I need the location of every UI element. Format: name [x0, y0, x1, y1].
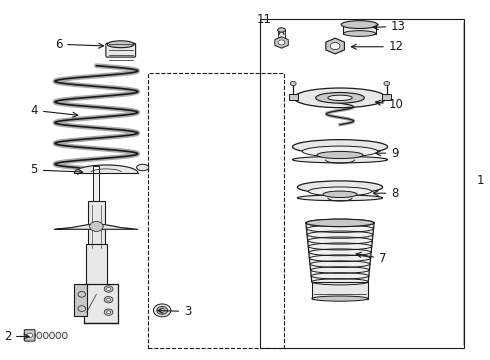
- Ellipse shape: [297, 181, 383, 193]
- Circle shape: [157, 306, 168, 314]
- Circle shape: [78, 292, 86, 297]
- Bar: [94, 166, 99, 208]
- Ellipse shape: [56, 332, 61, 339]
- Text: 12: 12: [351, 40, 404, 53]
- Circle shape: [384, 81, 390, 86]
- Circle shape: [78, 306, 86, 311]
- Circle shape: [107, 298, 111, 301]
- Circle shape: [290, 81, 296, 86]
- Circle shape: [104, 296, 113, 303]
- Bar: [343, 24, 375, 33]
- Circle shape: [330, 42, 340, 50]
- Circle shape: [104, 286, 113, 292]
- Ellipse shape: [107, 41, 134, 48]
- Ellipse shape: [278, 28, 286, 32]
- Bar: [84, 284, 118, 323]
- Text: 8: 8: [373, 187, 398, 200]
- Bar: [147, 73, 284, 348]
- Ellipse shape: [328, 95, 352, 100]
- Ellipse shape: [62, 332, 67, 339]
- Text: 2: 2: [3, 330, 29, 343]
- Text: 9: 9: [376, 147, 399, 160]
- Text: 5: 5: [30, 163, 83, 176]
- Ellipse shape: [43, 332, 48, 339]
- Ellipse shape: [328, 49, 343, 52]
- Bar: [278, 30, 285, 42]
- FancyBboxPatch shape: [24, 330, 35, 341]
- Ellipse shape: [293, 157, 388, 163]
- Circle shape: [90, 221, 103, 231]
- Circle shape: [27, 333, 32, 338]
- Circle shape: [160, 309, 165, 312]
- Ellipse shape: [341, 21, 378, 28]
- Text: 6: 6: [55, 38, 103, 51]
- Ellipse shape: [37, 332, 42, 339]
- Ellipse shape: [297, 195, 383, 201]
- Polygon shape: [74, 165, 138, 173]
- Text: 7: 7: [356, 252, 387, 265]
- Bar: [289, 94, 297, 100]
- Ellipse shape: [323, 191, 357, 198]
- Circle shape: [278, 40, 285, 45]
- Bar: [86, 244, 107, 287]
- Ellipse shape: [306, 219, 374, 226]
- Ellipse shape: [308, 187, 372, 196]
- Bar: [74, 284, 87, 316]
- Circle shape: [104, 309, 113, 315]
- Text: 3: 3: [158, 305, 192, 318]
- Ellipse shape: [137, 164, 149, 171]
- Bar: [382, 94, 391, 100]
- Ellipse shape: [293, 140, 388, 154]
- Text: 11: 11: [257, 13, 272, 27]
- Circle shape: [153, 304, 171, 317]
- Polygon shape: [326, 38, 344, 54]
- Text: 13: 13: [373, 20, 406, 33]
- Polygon shape: [55, 225, 138, 229]
- Ellipse shape: [312, 296, 368, 301]
- Ellipse shape: [316, 93, 365, 103]
- Ellipse shape: [343, 31, 375, 36]
- Bar: [260, 19, 464, 348]
- FancyBboxPatch shape: [106, 43, 136, 57]
- Circle shape: [107, 311, 111, 314]
- Ellipse shape: [302, 146, 378, 157]
- Text: 4: 4: [30, 104, 78, 117]
- Ellipse shape: [30, 332, 35, 339]
- Polygon shape: [306, 223, 374, 282]
- Bar: [312, 282, 368, 298]
- Circle shape: [107, 288, 111, 291]
- Text: 10: 10: [376, 99, 404, 112]
- Text: 1: 1: [476, 174, 484, 186]
- Ellipse shape: [49, 332, 54, 339]
- Ellipse shape: [294, 88, 386, 108]
- Polygon shape: [275, 37, 288, 48]
- Ellipse shape: [317, 152, 363, 158]
- Bar: [88, 202, 105, 251]
